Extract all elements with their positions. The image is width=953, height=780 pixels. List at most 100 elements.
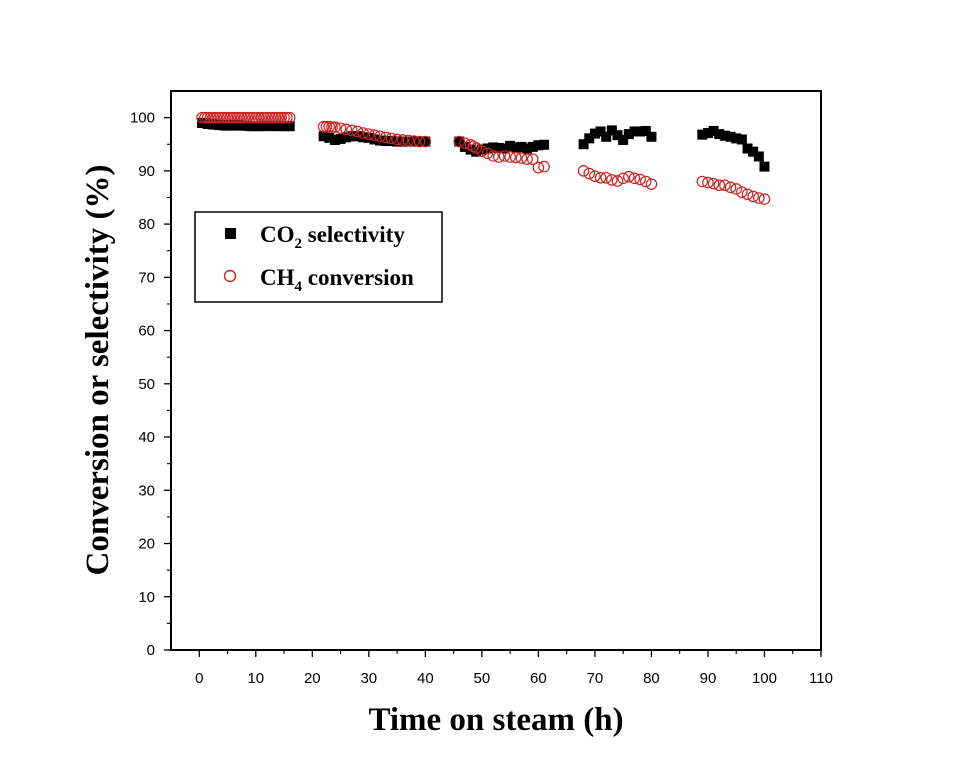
x-tick-label: 110 — [809, 670, 833, 687]
plot-frame — [170, 90, 822, 651]
ch4-point — [363, 128, 375, 140]
co2-point — [748, 146, 759, 157]
series-co2-selectivity — [197, 117, 770, 172]
ch4-point — [521, 153, 533, 165]
y-tick-label: 40 — [138, 429, 155, 446]
y-tick-label: 30 — [138, 482, 155, 499]
y-tick-label: 90 — [138, 163, 155, 180]
ch4-point — [600, 171, 613, 184]
ch4-point — [368, 129, 381, 141]
ch4-point — [467, 140, 480, 153]
ch4-point — [702, 176, 714, 189]
co2-point — [731, 133, 742, 144]
ch4-point — [724, 181, 737, 194]
ch4-point — [391, 133, 403, 146]
ch4-point — [204, 111, 217, 124]
ch4-point — [235, 111, 248, 124]
ch4-point — [628, 172, 641, 185]
co2-point — [719, 130, 730, 141]
ch4-point — [707, 177, 720, 190]
ch4-point — [241, 111, 254, 124]
x-tick-label: 100 — [752, 670, 777, 687]
ch4-point — [281, 111, 293, 124]
ch4-point — [538, 160, 550, 173]
co2-point — [454, 136, 465, 147]
co2-point — [753, 151, 764, 162]
x-tick-label: 50 — [474, 670, 491, 687]
co2-point — [386, 136, 397, 147]
ch4-point — [719, 179, 731, 192]
co2-point — [459, 141, 470, 152]
ch4-point — [589, 170, 601, 182]
co2-point — [601, 131, 612, 142]
ch4-point — [498, 150, 511, 162]
x-tick-label: 70 — [587, 670, 604, 687]
ch4-point — [419, 135, 432, 148]
co2-point — [702, 128, 713, 139]
ch4-point — [730, 183, 743, 195]
co2-point — [380, 136, 391, 147]
ch4-point — [413, 135, 426, 148]
ch4-point — [230, 111, 242, 124]
ch4-point — [577, 165, 590, 177]
ch4-point — [470, 142, 483, 154]
co2-point — [335, 133, 346, 144]
ch4-point — [218, 111, 231, 124]
co2-point — [635, 126, 646, 137]
ch4-point — [199, 111, 211, 124]
ch4-point — [233, 111, 245, 124]
co2-point — [493, 142, 504, 153]
co2-point — [375, 135, 386, 146]
co2-point — [606, 125, 617, 136]
ch4-point — [346, 124, 358, 137]
ch4-point — [227, 111, 239, 124]
ch4-point — [747, 190, 759, 203]
ch4-point — [634, 173, 646, 186]
ch4-point — [459, 137, 471, 149]
co2-point — [533, 140, 544, 151]
ch4-point — [385, 132, 398, 145]
ch4-point — [329, 121, 341, 134]
ch4-point — [266, 111, 279, 124]
ch4-point — [351, 125, 364, 138]
ch4-point — [213, 111, 225, 124]
co2-point — [589, 128, 600, 139]
ch4-point — [249, 111, 262, 124]
co2-point — [629, 126, 640, 137]
co2-point — [488, 142, 499, 153]
x-tick-label: 0 — [195, 670, 203, 687]
ch4-point — [326, 121, 338, 134]
ch4-point — [526, 153, 539, 165]
y-tick-label: 10 — [138, 589, 155, 606]
x-tick-label: 30 — [360, 670, 377, 687]
ch4-point — [509, 151, 522, 164]
legend-box — [194, 211, 443, 303]
y-tick-label: 0 — [147, 642, 155, 659]
co2-point — [324, 132, 335, 143]
x-tick-label: 20 — [304, 670, 321, 687]
ch4-point — [594, 171, 607, 184]
co2-point — [742, 143, 753, 154]
co2-point — [623, 129, 634, 140]
ch4-point — [334, 122, 347, 135]
y-tick-label: 20 — [138, 536, 155, 553]
ch4-point — [272, 111, 285, 124]
y-axis-ticks: 0 10 20 30 40 50 60 70 80 90 100 — [130, 110, 171, 659]
series-ch4-conversion — [196, 111, 771, 205]
legend-marker-co2 — [225, 228, 236, 239]
co2-point — [510, 142, 521, 153]
ch4-point — [606, 174, 618, 186]
co2-point — [708, 125, 719, 136]
co2-point — [516, 141, 527, 152]
ch4-point — [224, 111, 237, 124]
ch4-point — [532, 161, 545, 174]
ch4-point — [283, 111, 296, 124]
y-tick-label: 70 — [138, 269, 155, 286]
ch4-point — [207, 111, 220, 124]
ch4-point — [238, 111, 251, 124]
co2-point — [358, 132, 369, 143]
ch4-point — [402, 134, 415, 147]
co2-point — [476, 144, 487, 155]
ch4-point — [379, 131, 392, 144]
co2-point — [522, 143, 533, 154]
